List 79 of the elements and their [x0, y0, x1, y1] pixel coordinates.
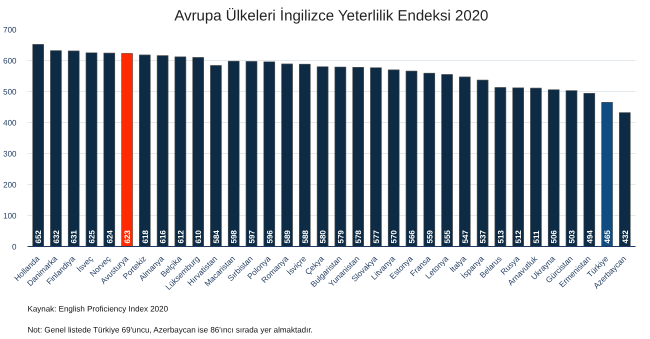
y-tick-label: 700: [3, 26, 18, 34]
data-label: 537: [478, 230, 488, 244]
bar: [494, 87, 506, 246]
data-label: 506: [550, 230, 559, 244]
bar: [192, 57, 204, 246]
y-tick-label: 200: [3, 180, 18, 190]
bar: [121, 53, 133, 246]
chart-title: Avrupa Ülkeleri İngilizce Yeterlilik Endeksi 2020: [174, 6, 488, 24]
data-label: 465: [603, 230, 612, 244]
bar: [32, 44, 44, 246]
data-label: 616: [158, 230, 168, 244]
text: Not: Genel listede Türkiye 69'uncu, Azerbaycan ise 86'ıncı sırada yer almaktadır.: [28, 326, 313, 334]
data-label: 512: [514, 230, 524, 244]
y-tick-label: 500: [3, 88, 18, 96]
data-label: 624: [105, 230, 114, 244]
data-label: 559: [425, 230, 434, 244]
bar: [530, 88, 542, 246]
data-label: 588: [300, 230, 310, 244]
bar: [566, 90, 578, 246]
bar: [103, 52, 116, 246]
bar: [50, 50, 62, 246]
y-tick-label: 100: [3, 212, 18, 220]
bar: [174, 56, 186, 246]
y-tick-label: 400: [3, 118, 18, 128]
bar: [139, 54, 151, 246]
data-label: 632: [52, 230, 61, 244]
data-label: 555: [443, 230, 452, 244]
bar: [476, 80, 488, 246]
data-label: 597: [248, 230, 256, 244]
data-label: 511: [532, 230, 541, 244]
bar: [583, 93, 596, 246]
bar: [423, 72, 436, 246]
data-label: 625: [88, 230, 96, 244]
bar: [156, 55, 168, 246]
bar: [619, 112, 631, 246]
bar: [601, 102, 613, 246]
bar: [68, 50, 80, 246]
data-label: 631: [70, 230, 79, 244]
data-label: 618: [140, 230, 150, 244]
bar: [263, 61, 276, 246]
bar: [281, 64, 293, 246]
data-label: 577: [372, 230, 381, 244]
bar: [441, 74, 453, 246]
data-label: 623: [123, 230, 132, 244]
data-label: 612: [176, 230, 186, 244]
bar: [246, 61, 258, 246]
data-label: 652: [34, 230, 44, 244]
y-tick-label: 300: [3, 150, 18, 158]
data-label: 513: [496, 230, 506, 244]
bar: [388, 70, 400, 246]
y-tick-label: 600: [3, 56, 18, 66]
data-label: 494: [585, 230, 594, 244]
data-label: 580: [318, 230, 328, 244]
bar: [512, 87, 524, 246]
bar: [459, 76, 471, 246]
data-label: 578: [354, 230, 364, 244]
data-label: 503: [568, 230, 576, 244]
bar: [370, 67, 382, 246]
bar: [299, 64, 311, 246]
bar: [352, 67, 364, 246]
bar: [86, 52, 98, 246]
data-label: 547: [460, 230, 470, 244]
bar: [316, 66, 328, 246]
data-label: 610: [194, 230, 204, 244]
text: Kaynak: English Proficiency Index 2020: [28, 304, 169, 314]
bar: [228, 60, 240, 246]
data-label: 570: [390, 230, 399, 244]
bar: [548, 89, 560, 246]
data-label: 579: [336, 230, 346, 244]
data-label: 432: [620, 230, 630, 244]
data-label: 596: [265, 230, 274, 244]
bar: [210, 65, 222, 246]
data-label: 589: [283, 230, 292, 244]
bar: [334, 66, 346, 246]
data-label: 584: [212, 230, 221, 244]
data-label: 566: [408, 230, 416, 244]
y-tick-label: 0: [12, 242, 18, 252]
bar: [406, 70, 418, 246]
data-label: 598: [230, 230, 239, 244]
